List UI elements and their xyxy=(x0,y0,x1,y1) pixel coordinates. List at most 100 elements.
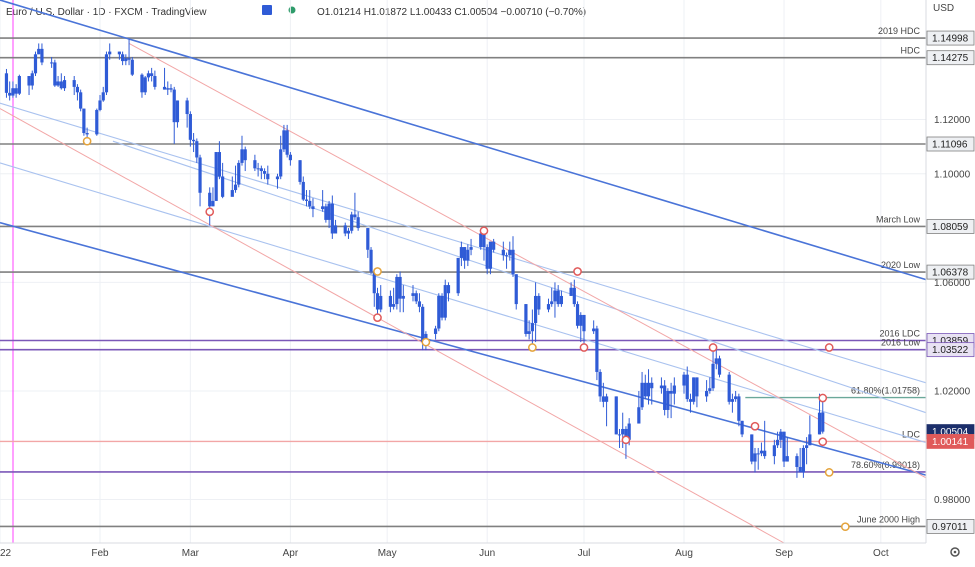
candle xyxy=(650,377,654,405)
candle xyxy=(479,230,483,250)
candle xyxy=(485,244,489,275)
candle xyxy=(146,70,151,82)
candle xyxy=(469,238,473,256)
candle-body xyxy=(805,445,809,448)
candle-body xyxy=(601,396,605,402)
pivot-marker xyxy=(824,468,834,477)
price-label-box xyxy=(926,342,975,358)
candle xyxy=(153,70,157,90)
candle-body xyxy=(230,190,234,197)
candle-body xyxy=(614,396,618,435)
candle xyxy=(72,76,76,96)
candle-body xyxy=(469,247,473,250)
price-axis[interactable]: 1.12000 1.10000 1.06000 1.02000 0.98000 1.149… xyxy=(925,0,975,562)
candle xyxy=(343,222,347,237)
candle-body xyxy=(646,382,651,397)
candle xyxy=(350,211,354,234)
candle-body xyxy=(775,439,780,446)
candle-body xyxy=(104,54,109,93)
candle-body xyxy=(527,331,531,334)
candle xyxy=(124,54,128,66)
candle xyxy=(82,108,86,136)
candle-body xyxy=(808,434,812,446)
candle-body xyxy=(233,184,238,191)
price-label-text: 0.97011 xyxy=(932,522,968,533)
candle-body xyxy=(256,168,260,170)
candle-body xyxy=(388,295,393,307)
candle xyxy=(637,390,641,424)
candle xyxy=(579,312,583,343)
candle-body xyxy=(727,374,731,402)
pivot-marker xyxy=(621,435,631,445)
candle xyxy=(753,447,757,473)
candle-body xyxy=(504,255,509,257)
candle xyxy=(17,74,21,96)
candle-body xyxy=(579,314,583,326)
candle-body xyxy=(33,54,38,74)
candle-body xyxy=(756,453,760,455)
candle xyxy=(253,154,257,172)
candle-body xyxy=(211,200,215,207)
trend-line xyxy=(0,0,927,281)
chart-header: Euro / U.S. Dollar · 1D · FXCM · Trading… xyxy=(6,5,586,18)
candle xyxy=(504,252,509,269)
candle-body xyxy=(763,450,767,457)
candle-body xyxy=(692,377,696,402)
chart-settings-icon[interactable] xyxy=(262,5,272,15)
candle xyxy=(172,86,176,144)
candle xyxy=(779,428,783,448)
level-label: 2016 LDC xyxy=(879,328,920,338)
candle-body xyxy=(546,304,551,310)
candle-body xyxy=(456,257,460,294)
candle xyxy=(682,371,686,394)
candle xyxy=(324,203,328,223)
candle-body xyxy=(143,77,147,93)
price-label-box xyxy=(926,264,975,280)
level-label: LDC xyxy=(902,429,921,439)
candle xyxy=(740,420,744,438)
candle-body xyxy=(356,217,360,229)
pivot-marker xyxy=(479,226,489,236)
candle xyxy=(730,393,735,413)
candle-body xyxy=(240,149,244,163)
candle-body xyxy=(172,89,176,123)
candle-body xyxy=(717,358,722,375)
candle-body xyxy=(750,434,754,462)
candle-body xyxy=(259,168,263,172)
candle-body xyxy=(198,157,202,193)
settings-gear-icon[interactable] xyxy=(950,547,960,557)
candle-body xyxy=(617,434,622,436)
price-label-box xyxy=(926,136,975,152)
candle xyxy=(572,279,576,307)
candle xyxy=(175,100,180,128)
symbol-title: Euro / U.S. Dollar · 1D · FXCM · Trading… xyxy=(6,7,207,18)
candle-body xyxy=(592,328,596,332)
candle xyxy=(643,374,647,400)
pivot-marker xyxy=(82,136,92,146)
candle xyxy=(79,89,83,112)
candle xyxy=(459,241,463,267)
candle-body xyxy=(753,453,757,462)
candle xyxy=(75,84,80,101)
candle xyxy=(366,228,370,258)
time-axis[interactable]: 2022 Feb Mar Apr May Jun Jul Aug Sep Oct xyxy=(0,542,926,559)
price-tick: 1.02000 xyxy=(934,386,971,397)
candle xyxy=(327,200,331,229)
candle-body xyxy=(191,139,196,142)
time-tick: Aug xyxy=(675,548,693,559)
price-label: 1.03522 xyxy=(926,342,975,358)
candle xyxy=(785,437,789,462)
candle-body xyxy=(575,304,580,326)
candle-body xyxy=(637,407,641,424)
price-label-text: 1.11096 xyxy=(932,140,968,151)
candle xyxy=(695,377,699,408)
candle xyxy=(685,366,689,402)
candle xyxy=(282,124,286,153)
candle xyxy=(575,301,580,329)
candle-body xyxy=(514,274,518,305)
candle xyxy=(11,81,15,98)
candle-body xyxy=(27,76,31,86)
pivot-marker xyxy=(840,522,850,532)
candle xyxy=(750,434,754,465)
